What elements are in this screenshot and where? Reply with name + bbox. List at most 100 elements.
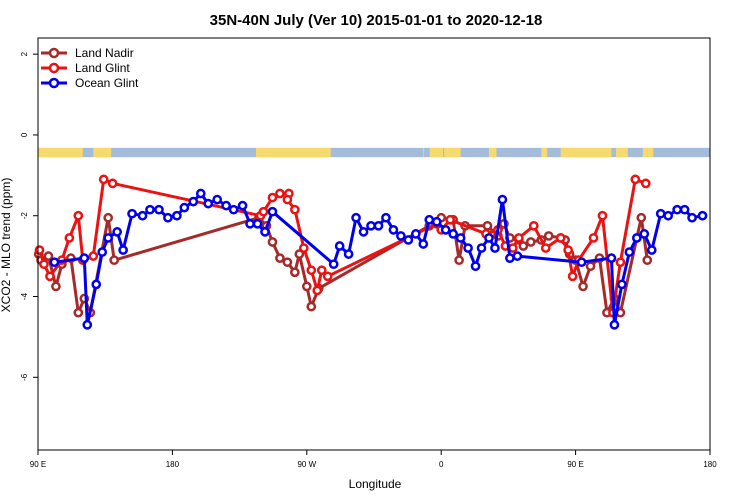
data-point	[82, 319, 93, 330]
data-point	[334, 241, 345, 251]
land-segment	[444, 147, 461, 158]
ocean-strip	[38, 147, 710, 158]
land-segment	[615, 147, 628, 158]
land-segment	[93, 147, 112, 158]
data-point	[267, 206, 278, 217]
data-point	[237, 200, 248, 211]
data-point	[290, 204, 300, 215]
data-point	[45, 271, 55, 282]
data-point	[697, 210, 708, 221]
data-point	[609, 319, 620, 330]
legend-marker	[48, 62, 60, 74]
data-point	[440, 225, 451, 235]
data-point	[366, 220, 376, 231]
data-point	[470, 261, 481, 272]
data-point	[631, 233, 642, 243]
data-point	[555, 233, 566, 243]
data-point	[97, 247, 108, 257]
legend-marker	[48, 47, 60, 59]
x-tick-label: 180	[166, 460, 180, 469]
data-point	[322, 271, 333, 282]
data-point	[358, 227, 369, 237]
data-point	[49, 257, 60, 268]
y-tick-label: 2	[20, 51, 29, 56]
data-point	[655, 208, 666, 219]
data-point	[98, 174, 109, 185]
data-point	[228, 204, 239, 215]
data-point	[145, 204, 155, 215]
data-point	[484, 233, 494, 243]
data-point	[606, 253, 617, 263]
x-axis-label: Longitude	[349, 477, 402, 491]
data-point	[630, 174, 641, 185]
legend-label: Land Nadir	[75, 46, 134, 60]
data-point	[282, 194, 293, 205]
series-line	[37, 216, 649, 315]
data-point	[624, 247, 635, 257]
data-point	[373, 220, 384, 231]
data-point	[543, 231, 554, 241]
data-point	[497, 194, 508, 205]
land-segment	[560, 147, 576, 158]
legend-marker	[48, 77, 60, 89]
data-point	[679, 204, 690, 215]
data-point	[301, 281, 312, 292]
data-point	[73, 210, 84, 221]
data-point	[298, 243, 309, 253]
data-point	[79, 253, 90, 263]
data-point	[112, 227, 122, 237]
data-point	[203, 198, 214, 209]
data-point	[275, 253, 285, 263]
chart-title: 35N-40N July (Ver 10) 2015-01-01 to 2020…	[210, 12, 543, 29]
land-segment	[256, 147, 331, 158]
data-point	[179, 202, 190, 213]
data-point	[514, 233, 524, 243]
data-point	[267, 237, 278, 247]
data-point	[646, 245, 657, 255]
land-segment	[541, 147, 548, 158]
data-point	[306, 265, 317, 276]
legend-label: Ocean Glint	[75, 76, 139, 90]
data-point	[563, 245, 573, 255]
data-point	[316, 265, 327, 276]
data-point	[476, 243, 487, 253]
data-point	[172, 210, 182, 221]
x-tick-label: 0	[439, 460, 444, 469]
data-point	[388, 225, 399, 235]
data-point	[312, 285, 323, 296]
data-point	[578, 281, 588, 292]
data-point	[663, 210, 674, 221]
data-point	[617, 279, 627, 290]
data-point	[418, 239, 429, 249]
data-point	[51, 281, 61, 292]
data-point	[118, 245, 128, 255]
data-point	[636, 212, 647, 223]
data-point	[73, 307, 84, 318]
data-point	[585, 261, 596, 272]
data-point	[567, 271, 578, 282]
data-point	[64, 233, 75, 243]
plot-area-frame	[37, 37, 711, 451]
data-point	[540, 243, 551, 253]
data-point	[103, 233, 114, 243]
data-point	[109, 255, 120, 266]
data-point	[463, 243, 473, 253]
data-point	[687, 212, 697, 223]
data-point	[290, 267, 300, 278]
data-point	[34, 245, 45, 255]
data-point	[43, 251, 54, 261]
legend-item: Land Glint	[41, 61, 130, 75]
data-point	[597, 210, 608, 221]
legend-label: Land Glint	[75, 61, 130, 75]
y-tick-label: -2	[20, 212, 29, 220]
data-point	[525, 237, 536, 247]
data-point	[482, 220, 493, 231]
data-point	[351, 212, 361, 223]
data-point	[343, 249, 354, 259]
data-point	[490, 243, 500, 253]
data-point	[505, 253, 515, 263]
data-point	[424, 214, 435, 225]
legend-item: Land Nadir	[41, 46, 134, 60]
